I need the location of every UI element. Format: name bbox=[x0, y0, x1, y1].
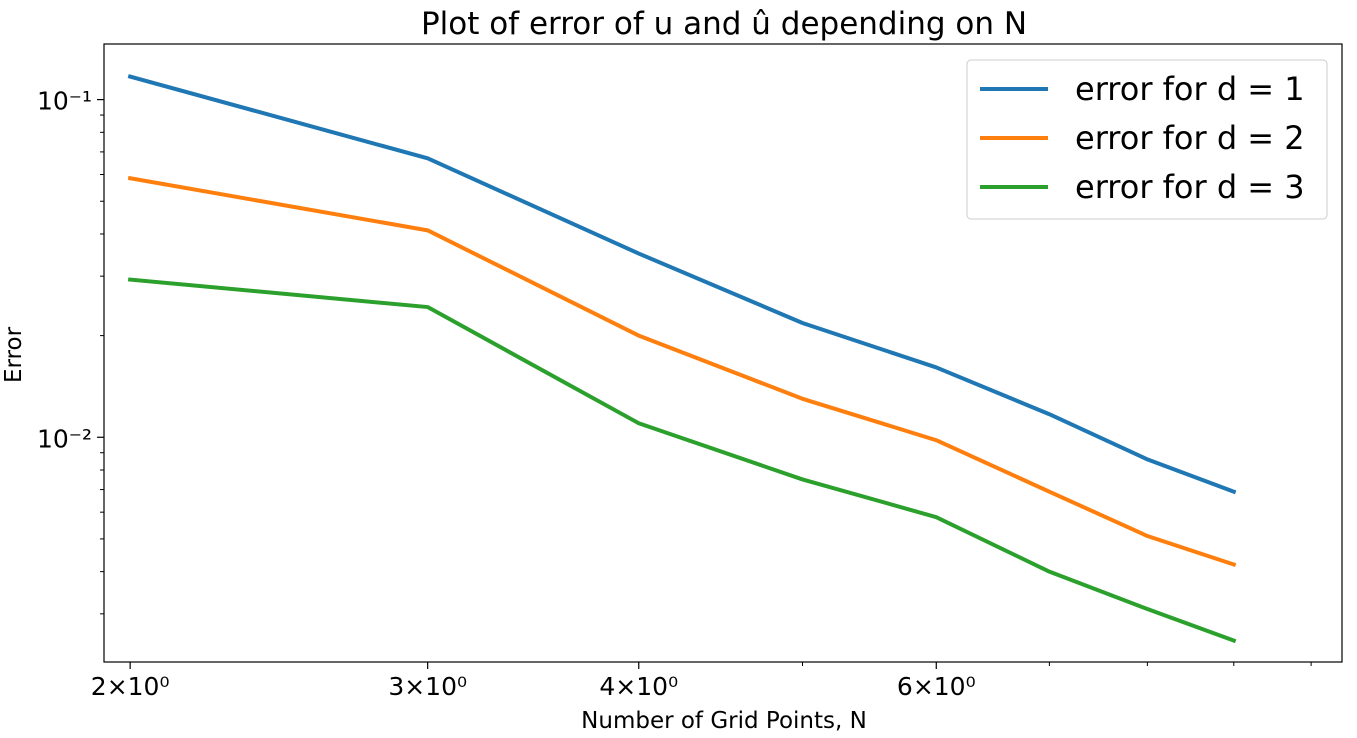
series-line-d1 bbox=[127, 74, 1237, 495]
x-tick-label: 3×10⁰ bbox=[388, 672, 467, 701]
legend-label-d2: error for d = 2 bbox=[1075, 119, 1305, 157]
axes-layer: 2×10⁰ 3×10⁰ 4×10⁰ 6×10⁰ 10⁻¹ 10⁻² bbox=[37, 87, 1312, 701]
y-axis-label: Error bbox=[1, 326, 27, 383]
x-tick-label: 2×10⁰ bbox=[91, 672, 170, 701]
series-line-d2 bbox=[127, 175, 1237, 568]
chart-title: Plot of error of u and û depending on N bbox=[421, 6, 1027, 42]
x-tick-label: 6×10⁰ bbox=[897, 672, 976, 701]
y-tick-label: 10⁻² bbox=[37, 424, 92, 453]
legend-entries: error for d = 1 error for d = 2 error for … bbox=[980, 70, 1305, 206]
series-line-d3 bbox=[127, 277, 1237, 644]
legend-label-d3: error for d = 3 bbox=[1075, 168, 1305, 206]
x-axis-label: Number of Grid Points, N bbox=[581, 708, 867, 734]
y-tick-label: 10⁻¹ bbox=[37, 87, 92, 116]
legend-frame bbox=[966, 59, 1328, 220]
legend-label-d1: error for d = 1 bbox=[1075, 70, 1305, 108]
plot-area bbox=[103, 43, 1343, 663]
legend: error for d = 1 error for d = 2 error for … bbox=[966, 59, 1328, 220]
series-layer bbox=[127, 74, 1237, 644]
x-tick-label: 4×10⁰ bbox=[599, 672, 678, 701]
